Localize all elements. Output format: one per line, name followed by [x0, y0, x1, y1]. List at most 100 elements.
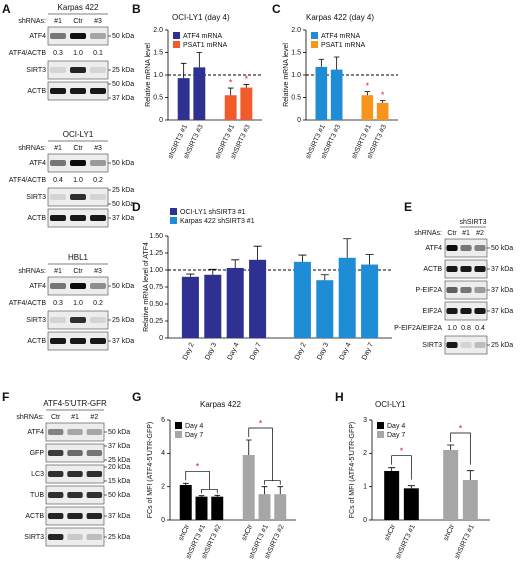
x-tick-label: Day 4 [227, 342, 241, 362]
panel-letter: F [2, 390, 9, 404]
bar [361, 95, 374, 120]
y-axis-label: Relative mRNA level of ATF4 [143, 242, 150, 332]
significance-star: * [229, 77, 233, 87]
blot-title: ATF4-5'UTR-GFR [43, 399, 107, 408]
ratio-value: 0.3 [53, 50, 63, 57]
y-tick-label: 0.25 [149, 318, 163, 325]
bar [258, 494, 271, 520]
ratio-value: 1.0 [73, 50, 83, 57]
legend-label: Day 7 [387, 432, 405, 439]
band [70, 283, 86, 289]
bar [462, 480, 478, 520]
y-tick-label: 1.0 [291, 72, 301, 79]
y-axis-label: FCs of MFI (ATF4-5'UTR-GFP) [147, 422, 154, 518]
ratio-value: 0.3 [53, 300, 63, 307]
lane-label: #1 [54, 145, 62, 152]
marker-label: 50 kDa [108, 492, 130, 499]
error-bar [277, 486, 284, 495]
y-tick-label: 3 [363, 417, 367, 424]
band [50, 33, 66, 39]
row-label: SIRT3 [26, 67, 46, 74]
band [446, 342, 458, 348]
bar [274, 494, 287, 520]
band [70, 33, 86, 39]
band [90, 338, 106, 344]
bar [224, 95, 237, 120]
row-label: ACTB [25, 513, 44, 520]
x-tick-label: shCtr [241, 523, 255, 542]
band [47, 513, 64, 519]
row-label: ACTB [27, 215, 46, 222]
legend-swatch [377, 422, 384, 429]
row-label: EIF2A [423, 308, 443, 315]
significance-star: * [245, 74, 249, 84]
y-tick-label: 0 [159, 117, 163, 124]
band [474, 308, 486, 314]
legend-swatch [175, 422, 182, 429]
band [50, 67, 66, 73]
row-label: ATF4 [29, 160, 46, 167]
band [446, 308, 458, 314]
band [70, 88, 86, 94]
bar [240, 87, 253, 120]
band [460, 287, 472, 293]
error-bar [186, 273, 195, 277]
error-bar [388, 467, 396, 471]
legend-label: PSAT1 mRNA [321, 42, 366, 49]
band [50, 283, 66, 289]
y-tick-label: 1.25 [149, 250, 163, 257]
marker-label: 20 kDa [108, 464, 130, 471]
marker-label: 37 kDa [491, 266, 513, 273]
band [86, 492, 103, 498]
bar [179, 485, 192, 520]
error-bar [298, 254, 307, 262]
lane-header: shRNAs: [16, 414, 44, 421]
bar [211, 496, 224, 520]
band [70, 317, 86, 323]
bar [338, 257, 356, 338]
x-tick-label: shCtr [178, 523, 192, 542]
marker-label: 50 kDa [112, 81, 134, 88]
significance-star: * [259, 418, 263, 428]
legend-label: PSAT1 mRNA [183, 42, 228, 49]
band [90, 215, 106, 221]
marker-label: 25 kDa [108, 457, 130, 464]
band [460, 245, 472, 251]
x-tick-label: Day 2 [182, 342, 196, 362]
band [50, 194, 66, 200]
lane-header: shRNAs: [18, 18, 46, 25]
lane-label: #1 [462, 230, 470, 237]
legend-swatch [377, 431, 384, 438]
error-bar [407, 485, 415, 489]
band [446, 287, 458, 293]
ratio-value: 0.1 [93, 50, 103, 57]
marker-label: 50 kDa [112, 283, 134, 290]
marker-label: 37 kDa [112, 95, 134, 102]
band [90, 317, 106, 323]
row-label: ACTB [27, 88, 46, 95]
band [50, 338, 66, 344]
bar [403, 488, 419, 520]
bar [376, 102, 389, 120]
error-bar [343, 238, 352, 258]
y-tick-label: 2 [161, 484, 165, 491]
band [460, 266, 472, 272]
lane-label: #1 [54, 268, 62, 275]
error-bar [182, 482, 189, 485]
lane-label: #2 [90, 414, 98, 421]
ratio-label: ATF4/ACTB [9, 177, 47, 184]
bar [193, 67, 206, 120]
y-tick-label: 0.50 [149, 301, 163, 308]
marker-label: 50 kDa [112, 201, 134, 208]
error-bar [231, 259, 240, 268]
lane-label: #3 [94, 268, 102, 275]
bar [242, 455, 255, 520]
band [70, 67, 86, 73]
legend-swatch [170, 217, 177, 224]
ratio-label: ATF4/ACTB [9, 300, 47, 307]
row-label: SIRT3 [422, 342, 442, 349]
band [70, 194, 86, 200]
ratio-label: P-EIF2A/EIF2A [394, 325, 442, 332]
row-label: SIRT3 [26, 317, 46, 324]
